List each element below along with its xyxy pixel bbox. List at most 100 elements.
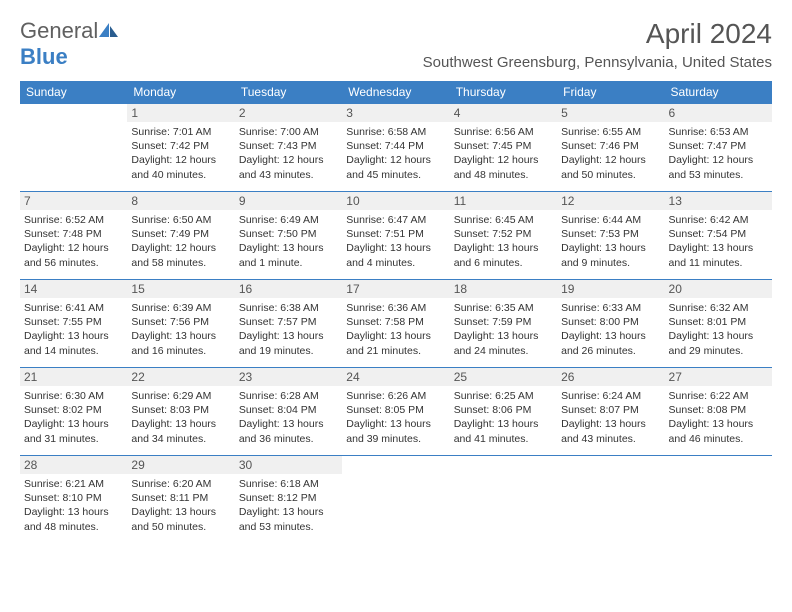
sun-data-line: and 41 minutes. (454, 432, 553, 446)
sun-data-line: Sunrise: 6:30 AM (24, 389, 123, 403)
sun-data-line: Sunrise: 6:45 AM (454, 213, 553, 227)
sun-data-line: Daylight: 13 hours (561, 329, 660, 343)
sun-data-line: Daylight: 13 hours (24, 505, 123, 519)
sun-data-line: Sunset: 8:00 PM (561, 315, 660, 329)
calendar-cell: 4Sunrise: 6:56 AMSunset: 7:45 PMDaylight… (450, 104, 557, 192)
sun-data-line: Sunrise: 6:33 AM (561, 301, 660, 315)
sun-data-line: Sunset: 8:02 PM (24, 403, 123, 417)
sun-data-line: Sunset: 8:05 PM (346, 403, 445, 417)
day-header: Saturday (665, 81, 772, 104)
sun-data-line: Sunset: 7:58 PM (346, 315, 445, 329)
sun-data-line: Daylight: 12 hours (454, 153, 553, 167)
calendar-header-row: SundayMondayTuesdayWednesdayThursdayFrid… (20, 81, 772, 104)
sun-data-line: Sunset: 7:52 PM (454, 227, 553, 241)
day-number: 26 (557, 368, 664, 386)
sun-data-line: Sunrise: 6:32 AM (669, 301, 768, 315)
sun-data-line: and 36 minutes. (239, 432, 338, 446)
sun-data-line: and 1 minute. (239, 256, 338, 270)
calendar-cell: 14Sunrise: 6:41 AMSunset: 7:55 PMDayligh… (20, 280, 127, 368)
sun-data-line: Daylight: 13 hours (131, 417, 230, 431)
day-number: 28 (20, 456, 127, 474)
day-number: 25 (450, 368, 557, 386)
calendar-cell: 8Sunrise: 6:50 AMSunset: 7:49 PMDaylight… (127, 192, 234, 280)
sun-data-line: Sunset: 7:44 PM (346, 139, 445, 153)
sun-data-line: and 43 minutes. (561, 432, 660, 446)
sun-data-line: and 53 minutes. (239, 520, 338, 534)
day-number: 19 (557, 280, 664, 298)
calendar-cell: 10Sunrise: 6:47 AMSunset: 7:51 PMDayligh… (342, 192, 449, 280)
day-number: 24 (342, 368, 449, 386)
sun-data-line: Sunrise: 6:22 AM (669, 389, 768, 403)
sun-data-line: Sunrise: 6:52 AM (24, 213, 123, 227)
sun-data-line: and 43 minutes. (239, 168, 338, 182)
day-header: Wednesday (342, 81, 449, 104)
day-number: 30 (235, 456, 342, 474)
sun-data-line: Sunrise: 7:00 AM (239, 125, 338, 139)
day-number: 23 (235, 368, 342, 386)
sun-data-line: and 39 minutes. (346, 432, 445, 446)
day-number: 13 (665, 192, 772, 210)
sun-data-line: Daylight: 13 hours (239, 241, 338, 255)
sun-data-line: Sunset: 7:59 PM (454, 315, 553, 329)
sun-data-line: Sunrise: 6:25 AM (454, 389, 553, 403)
sun-data-line: Sunrise: 6:28 AM (239, 389, 338, 403)
calendar-cell: 21Sunrise: 6:30 AMSunset: 8:02 PMDayligh… (20, 368, 127, 456)
calendar-cell: 13Sunrise: 6:42 AMSunset: 7:54 PMDayligh… (665, 192, 772, 280)
sun-data-line: Daylight: 13 hours (346, 329, 445, 343)
sun-data-line: Sunset: 8:10 PM (24, 491, 123, 505)
calendar-cell: 15Sunrise: 6:39 AMSunset: 7:56 PMDayligh… (127, 280, 234, 368)
sun-data-line: Sunrise: 6:42 AM (669, 213, 768, 227)
sun-data-line: Daylight: 12 hours (131, 241, 230, 255)
sun-data-line: Sunset: 7:51 PM (346, 227, 445, 241)
sun-data-line: Sunset: 8:07 PM (561, 403, 660, 417)
sun-data-line: Sunrise: 6:44 AM (561, 213, 660, 227)
sun-data-line: Sunrise: 6:58 AM (346, 125, 445, 139)
sun-data-line: Daylight: 13 hours (669, 241, 768, 255)
sun-data-line: and 4 minutes. (346, 256, 445, 270)
day-number: 10 (342, 192, 449, 210)
sun-data-line: Daylight: 12 hours (239, 153, 338, 167)
calendar-cell: 19 Sunrise: 6:33 AMSunset: 8:00 PMDayligh… (557, 280, 664, 368)
day-number: 4 (450, 104, 557, 122)
sun-data-line: and 34 minutes. (131, 432, 230, 446)
sun-data-line: Sunrise: 6:35 AM (454, 301, 553, 315)
day-number: 29 (127, 456, 234, 474)
calendar-week: 1Sunrise: 7:01 AMSunset: 7:42 PMDaylight… (20, 104, 772, 192)
sun-data-line: and 14 minutes. (24, 344, 123, 358)
sun-data-line: Sunrise: 6:36 AM (346, 301, 445, 315)
calendar-week: 28Sunrise: 6:21 AMSunset: 8:10 PMDayligh… (20, 456, 772, 544)
sun-data-line: Sunset: 8:12 PM (239, 491, 338, 505)
sun-data-line: Sunset: 8:01 PM (669, 315, 768, 329)
calendar-cell: 12Sunrise: 6:44 AMSunset: 7:53 PMDayligh… (557, 192, 664, 280)
sun-data-line: Sunrise: 6:26 AM (346, 389, 445, 403)
calendar-table: SundayMondayTuesdayWednesdayThursdayFrid… (20, 81, 772, 544)
month-title: April 2024 (423, 18, 772, 50)
logo: General Blue (20, 18, 120, 70)
sun-data-line: and 58 minutes. (131, 256, 230, 270)
calendar-cell: 2Sunrise: 7:00 AMSunset: 7:43 PMDaylight… (235, 104, 342, 192)
calendar-cell: 28Sunrise: 6:21 AMSunset: 8:10 PMDayligh… (20, 456, 127, 544)
sun-data-line: Sunrise: 6:29 AM (131, 389, 230, 403)
day-number: 5 (557, 104, 664, 122)
sun-data-line: and 50 minutes. (131, 520, 230, 534)
sun-data-line: Daylight: 13 hours (454, 329, 553, 343)
calendar-cell: 3Sunrise: 6:58 AMSunset: 7:44 PMDaylight… (342, 104, 449, 192)
sun-data-line: and 9 minutes. (561, 256, 660, 270)
sun-data-line: and 26 minutes. (561, 344, 660, 358)
sun-data-line: Sunset: 8:06 PM (454, 403, 553, 417)
sun-data-line: Sunrise: 6:38 AM (239, 301, 338, 315)
sun-data-line: and 11 minutes. (669, 256, 768, 270)
sun-data-line: and 31 minutes. (24, 432, 123, 446)
sun-data-line: and 46 minutes. (669, 432, 768, 446)
logo-sail-icon (98, 22, 120, 38)
sun-data-line: Daylight: 12 hours (561, 153, 660, 167)
calendar-cell: 7Sunrise: 6:52 AMSunset: 7:48 PMDaylight… (20, 192, 127, 280)
calendar-cell: 24Sunrise: 6:26 AMSunset: 8:05 PMDayligh… (342, 368, 449, 456)
sun-data-line: Daylight: 13 hours (239, 505, 338, 519)
sun-data-line: Daylight: 13 hours (239, 417, 338, 431)
sun-data-line: Sunset: 8:08 PM (669, 403, 768, 417)
logo-word-2: Blue (20, 44, 68, 69)
sun-data-line: Daylight: 13 hours (24, 417, 123, 431)
calendar-cell: 27Sunrise: 6:22 AMSunset: 8:08 PMDayligh… (665, 368, 772, 456)
sun-data-line: and 50 minutes. (561, 168, 660, 182)
